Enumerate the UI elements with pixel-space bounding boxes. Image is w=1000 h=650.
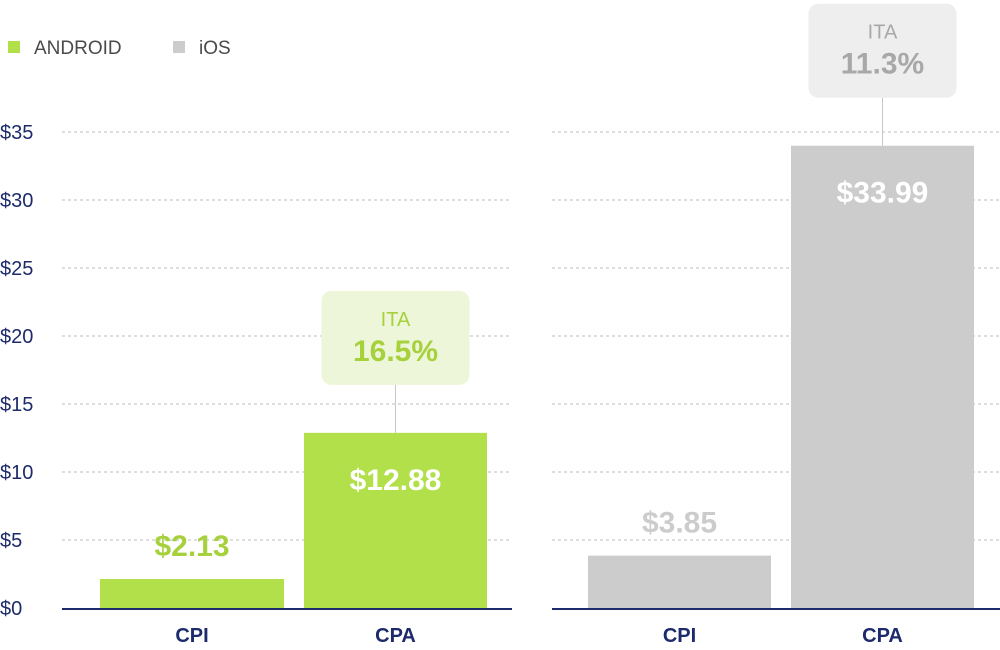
legend-swatch-ios — [173, 41, 185, 53]
y-tick-label: $15 — [0, 394, 33, 416]
bar-ios-cpi — [588, 555, 771, 608]
value-label: $33.99 — [837, 177, 929, 210]
panels: $2.13 CPI $12.88 CPA ITA 16.5% $3.85 CPI $33.99 C… — [62, 3, 1000, 647]
bar-android-cpa — [304, 432, 487, 608]
legend: ANDROID iOS — [8, 38, 231, 59]
y-tick-label: $25 — [0, 258, 33, 280]
y-tick-label: $20 — [0, 326, 33, 348]
x-category-label: CPI — [663, 625, 696, 647]
ita-value: 11.3% — [841, 48, 924, 81]
y-tick-label: $5 — [0, 530, 22, 552]
ita-callout-box — [808, 3, 957, 98]
y-tick-label: $35 — [0, 122, 33, 144]
x-category-label: CPA — [862, 625, 903, 647]
bar-android-cpi — [100, 579, 284, 608]
legend-label-android: ANDROID — [34, 38, 122, 59]
gridlines — [62, 131, 1000, 541]
y-tick-label: $30 — [0, 190, 33, 212]
y-tick-label: $0 — [0, 598, 22, 620]
value-label: $12.88 — [350, 464, 442, 497]
y-axis: $0 $5 $10 $15 $20 $25 $30 $35 — [0, 122, 33, 620]
x-category-label: CPI — [175, 625, 208, 647]
ita-annotation: ITA 16.5% — [321, 290, 470, 433]
legend-label-ios: iOS — [199, 38, 231, 59]
ita-title: ITA — [868, 22, 898, 44]
value-label: $2.13 — [154, 530, 229, 563]
ita-callout-box — [321, 290, 470, 385]
ita-title: ITA — [381, 309, 411, 331]
panel-ios: $3.85 CPI $33.99 CPA ITA 11.3% — [552, 3, 1000, 647]
value-label: $3.85 — [642, 507, 717, 540]
y-tick-label: $10 — [0, 462, 33, 484]
bar-ios-cpa — [791, 145, 974, 608]
ita-annotation: ITA 11.3% — [808, 3, 957, 146]
x-category-label: CPA — [375, 625, 416, 647]
panel-android: $2.13 CPI $12.88 CPA ITA 16.5% — [62, 290, 512, 647]
ita-value: 16.5% — [353, 335, 438, 368]
legend-swatch-android — [8, 41, 20, 53]
